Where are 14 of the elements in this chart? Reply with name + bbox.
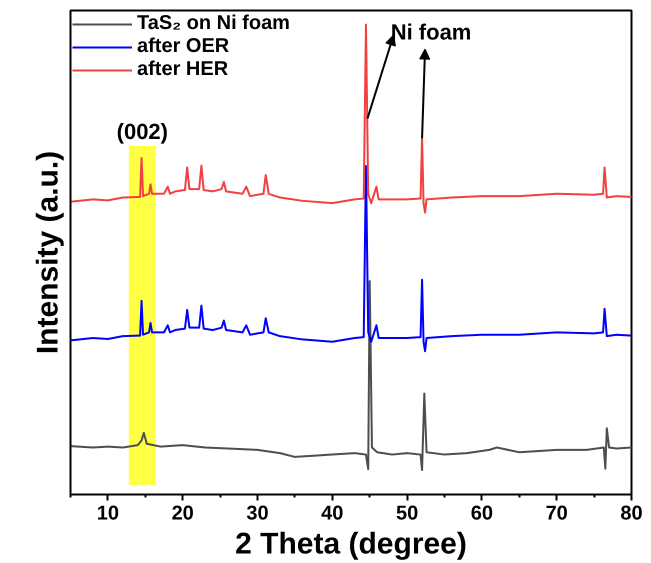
y-axis-title: Intensity (a.u.) — [32, 150, 64, 354]
x-tick-label: 10 — [96, 502, 120, 524]
x-tick-label: 70 — [546, 502, 568, 524]
x-tick-label: 30 — [246, 502, 269, 524]
band-label: (002) — [116, 119, 168, 144]
legend-label: after OER — [137, 35, 230, 58]
x-tick-label: 80 — [620, 502, 643, 524]
x-tick-label: 50 — [396, 502, 418, 524]
legend-label: after HER — [137, 58, 228, 81]
x-tick-label: 40 — [321, 502, 344, 524]
x-tick-label: 20 — [172, 502, 194, 524]
legend-label: TaS₂ on Ni foam — [137, 12, 290, 35]
x-axis-title: 2 Theta (degree) — [235, 528, 467, 560]
x-tick-label: 60 — [470, 502, 494, 524]
